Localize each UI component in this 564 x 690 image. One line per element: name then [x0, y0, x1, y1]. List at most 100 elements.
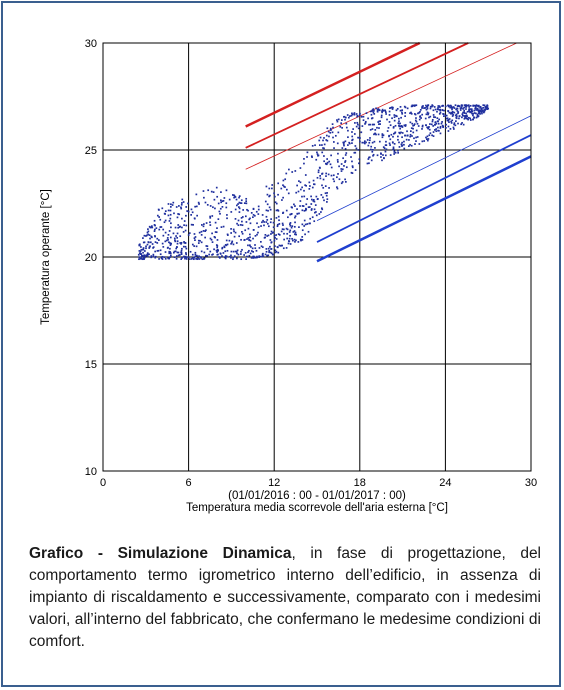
data-point: [156, 250, 159, 252]
data-point: [279, 244, 282, 247]
data-point: [236, 257, 238, 260]
data-point: [369, 137, 371, 139]
data-point: [476, 113, 479, 116]
data-point: [281, 222, 284, 225]
data-point: [190, 258, 193, 260]
data-point: [449, 128, 452, 130]
data-point: [345, 152, 348, 154]
data-point: [381, 134, 384, 137]
data-point: [409, 112, 411, 115]
data-point: [344, 116, 347, 119]
data-point: [190, 223, 193, 226]
data-point: [326, 127, 329, 130]
data-point: [169, 254, 172, 257]
data-point: [193, 258, 195, 261]
data-point: [374, 147, 376, 149]
data-point: [341, 126, 343, 129]
data-point: [161, 255, 164, 258]
data-point: [148, 246, 151, 248]
data-point: [455, 113, 458, 116]
data-point: [150, 255, 153, 257]
comfort-line-lower-3: [316, 155, 532, 263]
data-point: [222, 225, 225, 228]
data-point: [161, 242, 164, 245]
data-point: [288, 231, 291, 233]
data-point: [449, 106, 452, 109]
data-point: [373, 123, 376, 126]
data-point: [219, 212, 221, 215]
data-point: [216, 251, 218, 253]
data-point: [389, 144, 391, 146]
data-point: [262, 252, 264, 255]
data-point: [211, 253, 213, 256]
data-point: [458, 117, 460, 120]
data-point: [228, 255, 231, 258]
data-point: [167, 233, 170, 236]
data-point: [226, 243, 229, 246]
data-point: [254, 244, 256, 246]
data-point: [219, 207, 222, 210]
data-point: [219, 253, 222, 255]
data-point: [263, 236, 266, 239]
data-point: [211, 232, 213, 235]
data-point: [353, 133, 356, 135]
data-point: [317, 169, 320, 172]
data-point: [145, 235, 147, 237]
data-point: [143, 234, 146, 237]
data-point: [247, 244, 249, 247]
data-point: [356, 121, 359, 124]
data-point: [167, 238, 169, 241]
data-point: [156, 237, 159, 240]
data-point: [351, 112, 353, 115]
data-point: [303, 189, 305, 192]
data-point: [276, 209, 279, 211]
data-point: [182, 245, 185, 248]
data-point: [177, 224, 180, 226]
data-point: [203, 257, 206, 260]
data-point: [301, 223, 304, 226]
data-point: [193, 233, 196, 235]
data-point: [177, 254, 180, 257]
data-point: [401, 109, 404, 112]
data-point: [347, 144, 349, 146]
data-point: [232, 256, 235, 259]
data-point: [483, 104, 486, 107]
data-point: [432, 125, 435, 127]
data-point: [234, 195, 236, 198]
data-point: [270, 252, 273, 255]
data-point: [325, 162, 327, 165]
data-point: [234, 231, 237, 234]
data-point: [312, 179, 315, 182]
data-point: [275, 238, 278, 240]
data-point: [425, 113, 428, 116]
data-point: [174, 250, 177, 253]
data-point: [259, 255, 262, 258]
data-point: [266, 219, 269, 221]
data-point: [283, 238, 285, 241]
data-point: [358, 158, 361, 161]
data-point: [299, 188, 302, 191]
data-point: [293, 230, 296, 232]
data-point: [232, 258, 234, 261]
data-point: [215, 249, 218, 252]
data-point: [475, 109, 478, 111]
data-point: [388, 135, 390, 138]
data-point: [283, 232, 285, 235]
data-point: [475, 116, 478, 119]
data-point: [168, 220, 171, 222]
data-point: [210, 190, 213, 193]
data-point: [401, 136, 403, 139]
data-point: [357, 136, 359, 139]
data-point: [292, 231, 295, 233]
data-point: [396, 107, 399, 110]
data-point: [225, 239, 228, 242]
data-point: [196, 214, 198, 217]
data-point: [305, 184, 307, 187]
data-point: [469, 119, 472, 121]
data-point: [323, 147, 325, 150]
data-point: [247, 209, 249, 212]
data-point: [313, 200, 316, 203]
data-point: [138, 258, 140, 261]
data-point: [257, 213, 260, 215]
data-point: [331, 131, 334, 134]
